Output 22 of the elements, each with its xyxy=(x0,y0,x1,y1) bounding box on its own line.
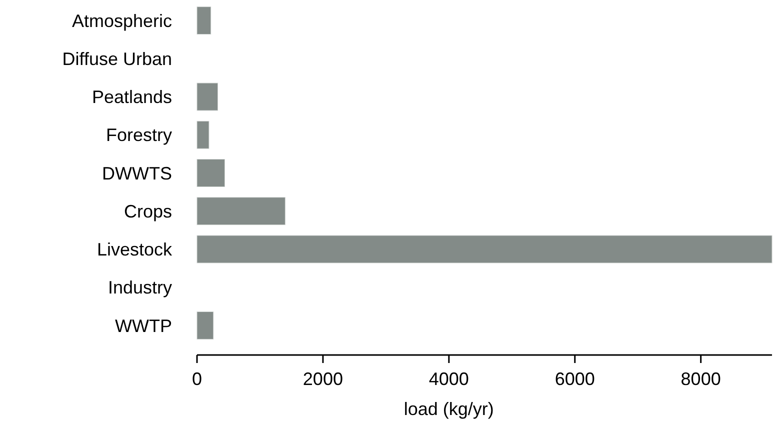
y-tick-label: Crops xyxy=(124,201,172,222)
y-tick-label: Diffuse Urban xyxy=(62,48,172,69)
y-tick-label: WWTP xyxy=(115,316,172,336)
x-tick-label: 2000 xyxy=(302,369,343,389)
bar xyxy=(196,120,210,149)
y-tick-label: Atmospheric xyxy=(72,10,172,31)
y-tick-label: DWWTS xyxy=(102,163,172,184)
bar xyxy=(196,197,286,226)
x-tick-label: 4000 xyxy=(428,369,469,389)
x-tick-label: 8000 xyxy=(680,369,721,389)
x-tick-label: 0 xyxy=(192,369,202,389)
bar xyxy=(196,6,212,35)
bar xyxy=(196,235,772,264)
y-tick-label: Industry xyxy=(108,278,172,298)
x-tick-label: 6000 xyxy=(554,369,595,389)
bar xyxy=(196,82,218,111)
y-tick-label: Forestry xyxy=(106,125,172,146)
bar xyxy=(196,159,225,187)
bar xyxy=(196,311,214,340)
y-tick-label: Peatlands xyxy=(92,87,172,108)
y-tick-label: Livestock xyxy=(96,240,173,260)
x-axis-title: load (kg/yr) xyxy=(404,399,494,419)
